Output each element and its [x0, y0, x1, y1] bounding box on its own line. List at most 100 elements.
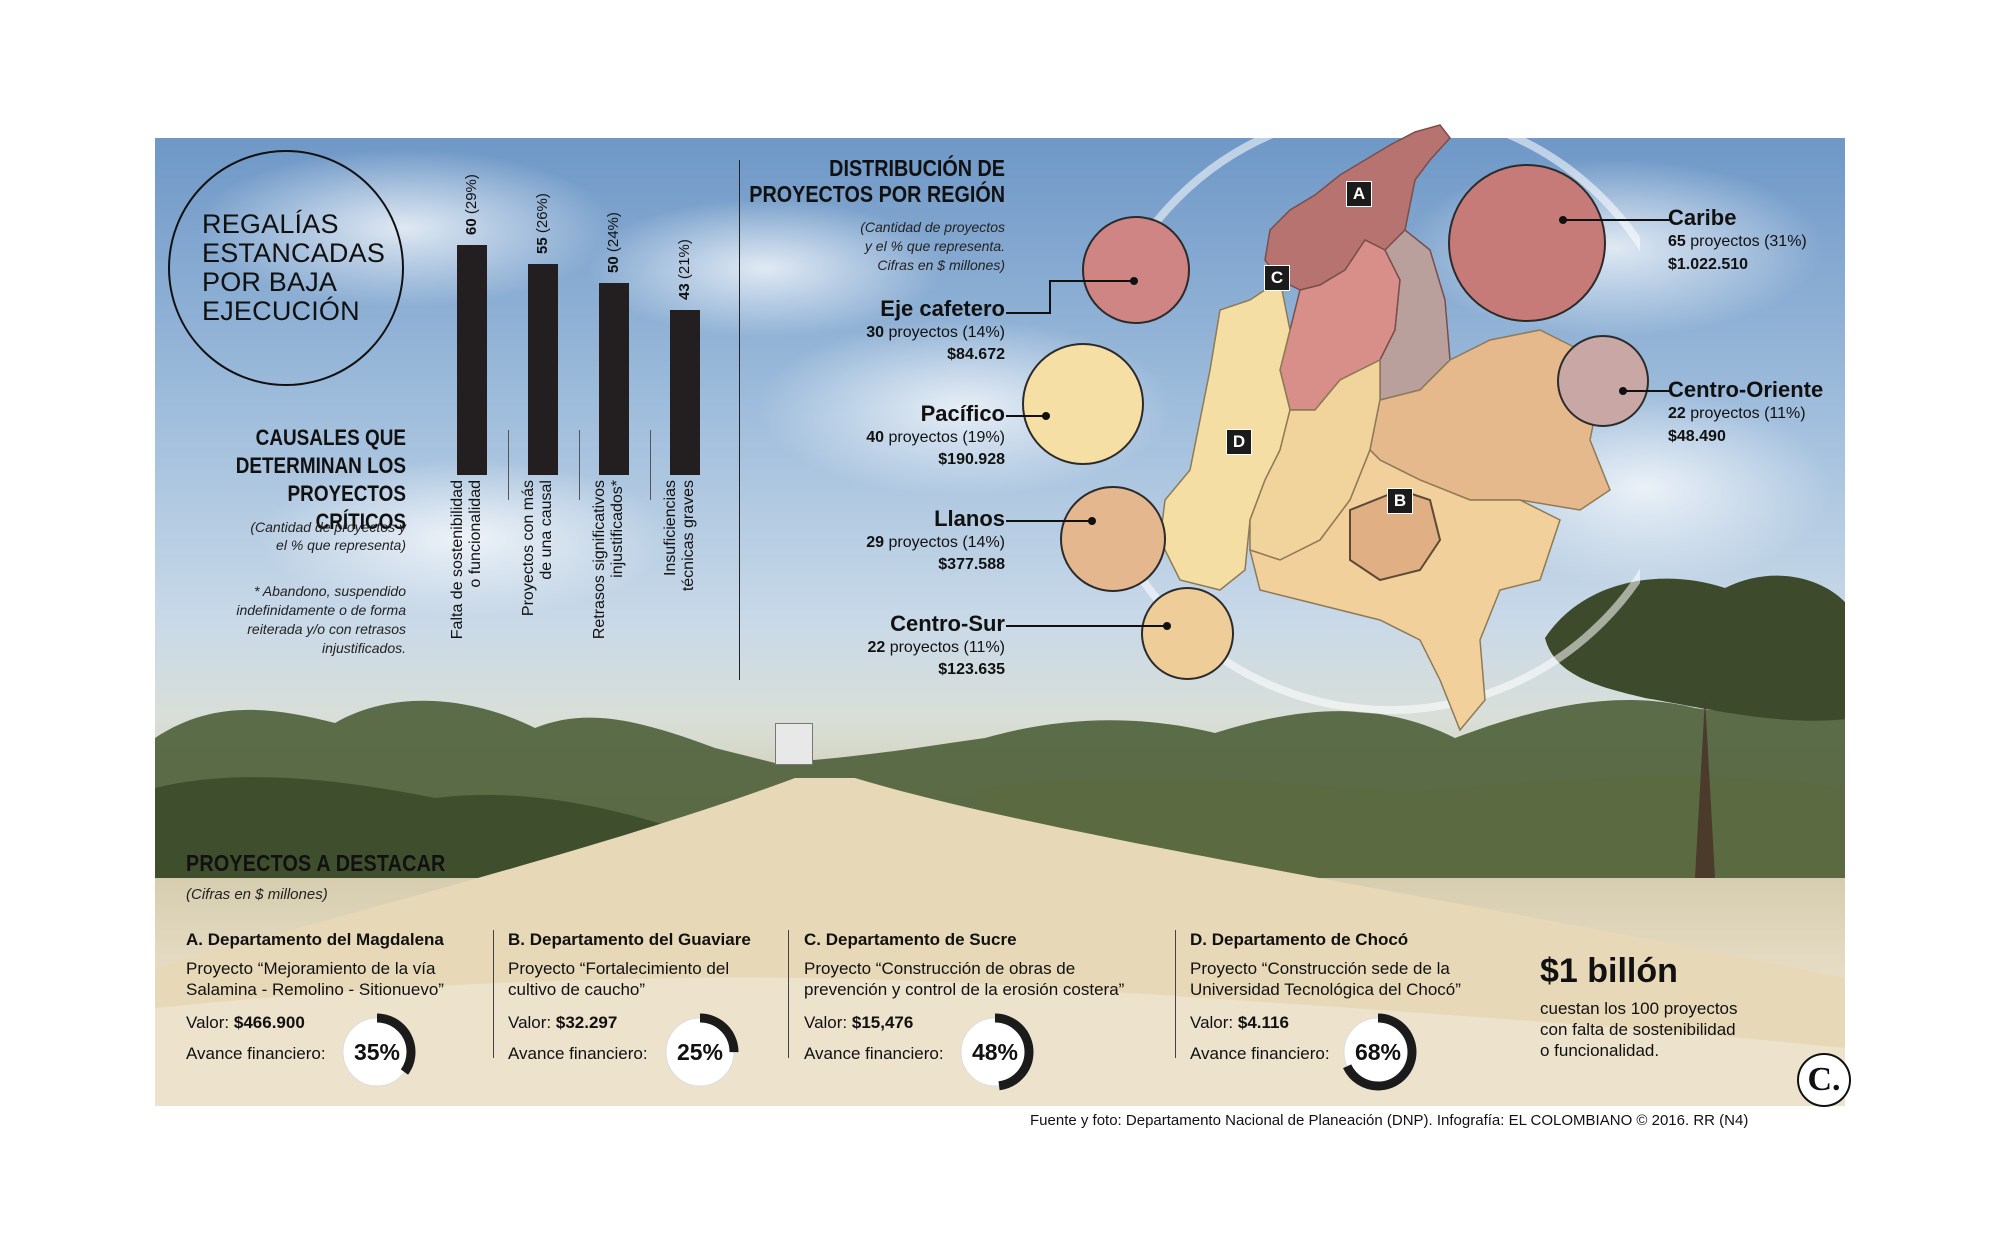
footnote-line: injustificados.	[321, 640, 406, 656]
regiones-heading-line: DISTRIBUCIÓN DE	[829, 155, 1005, 181]
project-separator	[1175, 930, 1176, 1058]
causales-heading: CAUSALES QUE DETERMINAN LOS PROYECTOS CR…	[194, 424, 406, 536]
map-marker-b: B	[1387, 488, 1413, 514]
valor-amount: $466.900	[233, 1013, 305, 1032]
destacados-heading: PROYECTOS A DESTACAR	[186, 850, 446, 876]
region-count-number: 22	[867, 639, 886, 656]
total-line: o funcionalidad.	[1540, 1041, 1660, 1060]
region-count-label: proyectos (31%)	[1690, 233, 1807, 250]
region-count-label: proyectos (19%)	[888, 429, 1006, 446]
region-value-centro-oriente: $48.490	[1668, 428, 1726, 445]
causales-footnote: * Abandono, suspendido indefinidamente o…	[170, 582, 406, 658]
causales-note-line: (Cantidad de proyectos y	[250, 519, 406, 535]
valor-label: Valor:	[804, 1013, 848, 1032]
region-name-eje-cafetero: Eje cafetero	[880, 296, 1005, 321]
project-value: Valor: $15,476	[804, 1013, 913, 1033]
valor-amount: $4.116	[1237, 1013, 1289, 1032]
valor-amount: $32.297	[555, 1013, 618, 1032]
bar	[457, 245, 487, 475]
bar	[670, 310, 700, 475]
regiones-note-line: (Cantidad de proyectos	[860, 219, 1005, 235]
region-count-llanos: 29 proyectos (14%)	[800, 534, 1005, 552]
region-value-eje-cafetero: $84.672	[947, 346, 1005, 363]
progress-donut	[1339, 1013, 1417, 1091]
regiones-heading-line: PROYECTOS POR REGIÓN	[749, 181, 1005, 207]
regiones-note-line: y el % que representa.	[864, 238, 1005, 254]
region-value-caribe: $1.022.510	[1668, 256, 1749, 273]
region-count-number: 29	[866, 534, 885, 551]
project-title: A. Departamento del Magdalena	[186, 930, 444, 949]
acacia-tree	[1545, 575, 1845, 878]
map-region-pacifico	[1159, 278, 1291, 591]
map-region-amazonia	[1248, 448, 1561, 732]
project-description: Proyecto “Fortalecimiento del cultivo de …	[508, 958, 729, 1000]
page-title-line: ESTANCADAS	[202, 238, 386, 268]
region-count-centro-oriente: 22 proyectos (11%)	[1668, 405, 1806, 423]
bubble-caribe	[1448, 164, 1606, 322]
project-value: Valor: $4.116	[1190, 1013, 1289, 1033]
project-value: Valor: $32.297	[508, 1013, 617, 1033]
section-divider	[739, 160, 740, 680]
project-desc-line: Proyecto “Construcción sede de la	[1190, 959, 1450, 978]
valor-label: Valor:	[186, 1013, 230, 1032]
region-count-label: proyectos (14%)	[888, 534, 1006, 551]
title-circle	[168, 150, 404, 386]
page-title-line: EJECUCIÓN	[202, 296, 360, 326]
region-count-number: 40	[866, 429, 885, 446]
causales-heading-line: PROYECTOS CRÍTICOS	[287, 481, 406, 534]
destacados-note: (Cifras en $ millones)	[186, 886, 328, 903]
project-avance-label: Avance financiero:	[186, 1044, 326, 1063]
project-avance-label: Avance financiero:	[804, 1044, 944, 1063]
bar-separator	[579, 430, 580, 500]
causales-heading-line: DETERMINAN LOS	[235, 453, 406, 478]
footnote-line: indefinidamente o de forma	[236, 602, 406, 618]
project-separator	[493, 930, 494, 1058]
project-desc-line: Proyecto “Mejoramiento de la vía	[186, 959, 436, 978]
region-count-pacifico: 40 proyectos (19%)	[800, 429, 1005, 447]
page-title: REGALÍAS ESTANCADAS POR BAJA EJECUCIÓN	[202, 210, 402, 326]
region-name-llanos: Llanos	[934, 506, 1005, 531]
project-description: Proyecto “Construcción de obras de preven…	[804, 958, 1124, 1000]
project-description: Proyecto “Mejoramiento de la vía Salamina…	[186, 958, 444, 1000]
total-line: con falta de sostenibilidad	[1540, 1020, 1736, 1039]
valor-label: Valor:	[508, 1013, 552, 1032]
footer-credit: Fuente y foto: Departamento Nacional de …	[1030, 1112, 1749, 1129]
bar-separator	[650, 430, 651, 500]
regiones-heading: DISTRIBUCIÓN DE PROYECTOS POR REGIÓN	[743, 155, 1005, 207]
region-name-pacifico: Pacífico	[920, 401, 1005, 426]
bubble-centro-sur	[1141, 587, 1234, 680]
progress-percent: 35%	[353, 1039, 401, 1065]
region-count-label: proyectos (11%)	[889, 639, 1005, 656]
project-value: Valor: $466.900	[186, 1013, 305, 1033]
region-value-centro-sur: $123.635	[938, 661, 1005, 678]
total-line: cuestan los 100 proyectos	[1540, 999, 1738, 1018]
region-count-centro-sur: 22 proyectos (11%)	[800, 639, 1005, 657]
region-count-label: proyectos (14%)	[888, 324, 1006, 341]
region-count-number: 65	[1668, 233, 1686, 250]
project-desc-line: cultivo de caucho”	[508, 980, 646, 999]
page-title-line: REGALÍAS	[202, 209, 339, 239]
bar-separator	[508, 430, 509, 500]
progress-percent: 68%	[1354, 1039, 1402, 1065]
bubble-centro-oriente	[1557, 335, 1649, 427]
project-title: C. Departamento de Sucre	[804, 930, 1017, 949]
project-title: D. Departamento de Chocó	[1190, 930, 1409, 949]
region-name-caribe: Caribe	[1668, 205, 1737, 230]
project-desc-line: Universidad Tecnológica del Chocó”	[1190, 980, 1461, 999]
project-title: B. Departamento del Guaviare	[508, 930, 751, 949]
bar	[599, 283, 629, 475]
regiones-note-line: Cifras en $ millones)	[877, 257, 1005, 273]
region-count-label: proyectos (11%)	[1690, 405, 1806, 422]
map-marker-a: A	[1346, 181, 1372, 207]
progress-donut	[956, 1013, 1034, 1091]
truck	[775, 723, 813, 765]
region-count-number: 22	[1668, 405, 1686, 422]
vegetation	[155, 699, 1845, 878]
bubble-eje-cafetero	[1082, 216, 1190, 324]
regiones-note: (Cantidad de proyectos y el % que repres…	[800, 218, 1005, 275]
bar	[528, 264, 558, 475]
total-description: cuestan los 100 proyectos con falta de s…	[1540, 998, 1738, 1061]
causales-note-line: el % que representa)	[276, 537, 406, 553]
project-separator	[788, 930, 789, 1058]
